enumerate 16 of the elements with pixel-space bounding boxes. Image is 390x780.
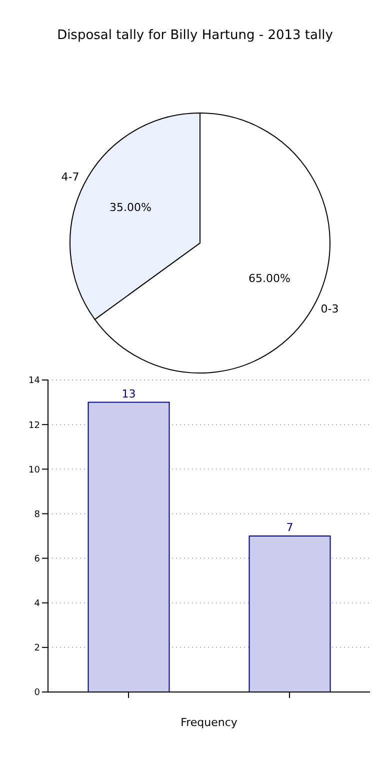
chart-title: Disposal tally for Billy Hartung - 2013 tally [56, 27, 334, 45]
slice-label: 4-7 [61, 170, 80, 184]
y-tick-label: 10 [28, 465, 40, 476]
y-tick-label: 12 [28, 420, 40, 431]
y-tick-label: 6 [34, 554, 40, 564]
y-tick-label: 14 [28, 376, 40, 386]
data-label: 13 [122, 387, 136, 400]
y-tick-label: 2 [34, 644, 40, 654]
x-axis-title: Frequency [180, 716, 238, 729]
slice-label: 0-3 [320, 302, 339, 316]
data-label: 7 [286, 521, 294, 534]
y-tick-label: 0 [34, 688, 40, 698]
y-tick-label: 8 [34, 510, 40, 520]
y-tick-label: 4 [34, 599, 40, 610]
data-label: 35.00% [110, 201, 152, 214]
data-label: 65.00% [248, 272, 290, 285]
